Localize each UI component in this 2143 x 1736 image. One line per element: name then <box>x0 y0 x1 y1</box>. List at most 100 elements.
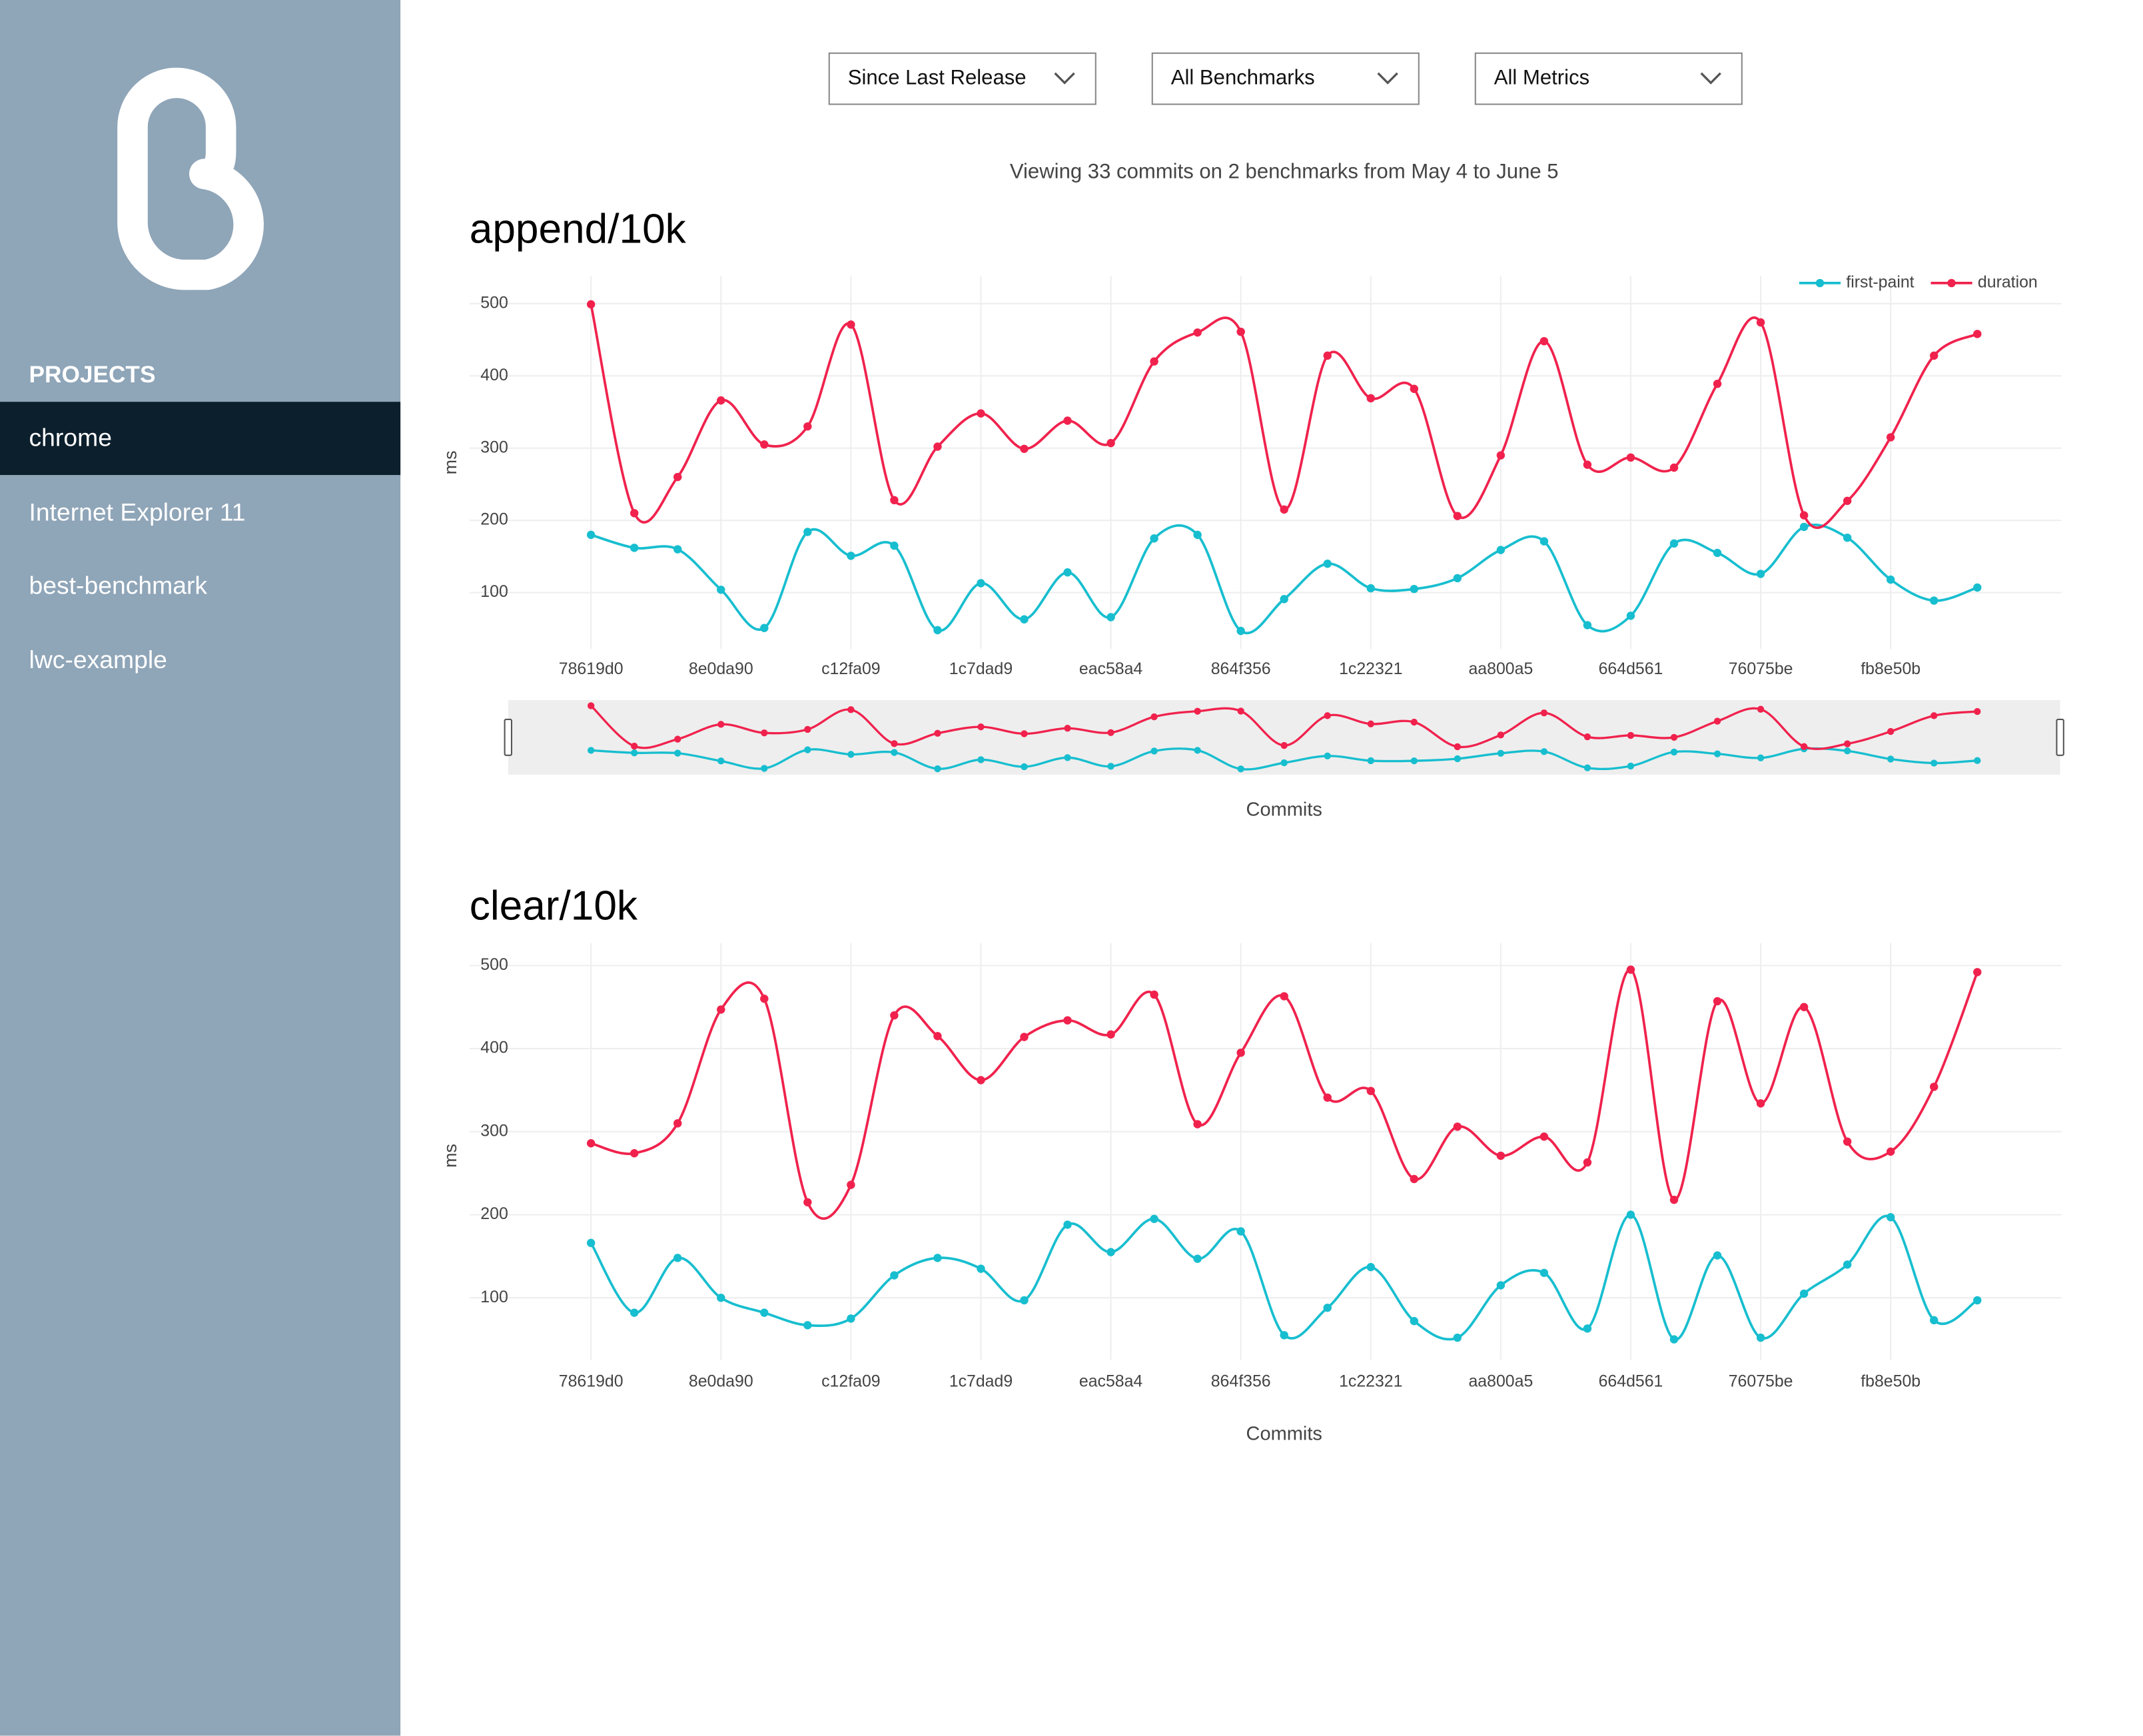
data-point <box>1757 705 1765 713</box>
data-point <box>1930 1083 1938 1091</box>
data-point <box>1756 1099 1765 1108</box>
data-point <box>1453 1122 1462 1131</box>
data-point <box>1280 992 1288 1001</box>
data-point <box>847 552 855 560</box>
data-point <box>977 409 985 418</box>
data-point <box>1539 336 1549 346</box>
x-tick-label: 1c7dad9 <box>949 659 1013 678</box>
data-point <box>1887 755 1895 763</box>
data-point <box>1843 496 1852 506</box>
data-point <box>1930 351 1938 360</box>
data-point <box>891 740 898 747</box>
data-point <box>1973 330 1982 338</box>
data-point <box>1324 712 1331 719</box>
data-point <box>933 1254 942 1262</box>
data-point <box>1886 1213 1895 1222</box>
data-point <box>1930 1316 1938 1325</box>
data-point <box>1107 763 1114 770</box>
data-point <box>1713 997 1722 1006</box>
data-point <box>1583 1158 1592 1167</box>
data-point <box>1410 384 1419 393</box>
x-tick-label: 76075be <box>1729 1372 1793 1390</box>
data-point <box>803 1198 812 1207</box>
data-point <box>977 1076 985 1085</box>
chevron <box>1700 72 1721 85</box>
data-point <box>1150 534 1158 543</box>
data-point <box>1757 754 1765 761</box>
data-point <box>1453 574 1462 583</box>
data-point <box>1366 1086 1376 1095</box>
x-axis-title: Commits <box>1246 799 1322 820</box>
dropdown[interactable]: All Metrics <box>1474 52 1743 105</box>
data-point <box>890 1011 899 1020</box>
data-point <box>1496 451 1505 460</box>
data-point <box>1496 1281 1505 1290</box>
y-axis-title: ms <box>440 1144 460 1168</box>
project-item[interactable]: Internet Explorer 11 <box>29 498 246 526</box>
data-point <box>1799 1003 1809 1011</box>
project-item[interactable]: chrome <box>0 402 401 476</box>
data-point <box>977 723 985 731</box>
data-point <box>1366 584 1376 593</box>
data-point <box>1193 1254 1202 1263</box>
data-point <box>933 1032 942 1041</box>
y-tick-label: 300 <box>480 1121 508 1140</box>
data-point <box>1323 1303 1332 1312</box>
slider-handle <box>2056 718 2064 756</box>
project-item[interactable]: lwc-example <box>29 646 167 674</box>
logo <box>117 67 264 290</box>
data-point <box>1843 740 1851 747</box>
data-point <box>1626 1210 1635 1219</box>
data-point <box>1799 511 1809 520</box>
x-tick-label: 664d561 <box>1599 659 1663 678</box>
data-point <box>1886 433 1895 442</box>
summary: Viewing 33 commits on 2 benchmarks from … <box>1009 160 1559 184</box>
dropdown[interactable]: Since Last Release <box>828 52 1096 105</box>
data-point <box>1713 548 1722 558</box>
data-point <box>1237 765 1244 773</box>
y-tick-label: 200 <box>480 1204 508 1223</box>
data-point <box>1800 743 1808 750</box>
data-point <box>1799 522 1809 532</box>
data-point <box>1973 968 1982 977</box>
data-point <box>1280 1331 1288 1340</box>
data-point <box>717 1293 725 1302</box>
data-point <box>1280 595 1288 604</box>
data-point <box>586 1139 596 1148</box>
y-tick-label: 400 <box>480 1039 508 1057</box>
data-point <box>631 742 638 750</box>
series-line <box>590 1213 1978 1341</box>
data-point <box>586 1238 596 1248</box>
data-point <box>586 530 596 540</box>
data-point <box>1627 762 1635 770</box>
data-point <box>1583 621 1592 630</box>
data-point <box>717 396 725 405</box>
x-tick-label: 78619d0 <box>559 1372 624 1390</box>
data-point <box>890 1271 899 1280</box>
data-point <box>1106 438 1115 448</box>
data-point <box>934 765 941 773</box>
data-point <box>1021 763 1028 771</box>
chevron <box>1377 72 1398 85</box>
x-tick-label: c12fa09 <box>821 1372 880 1390</box>
data-point <box>804 746 811 753</box>
data-point <box>1930 596 1938 605</box>
x-tick-label: aa800a5 <box>1468 1372 1533 1390</box>
data-point <box>1106 613 1115 622</box>
data-point <box>847 320 855 329</box>
data-point <box>1497 731 1505 739</box>
data-point <box>673 545 682 554</box>
dropdown-label: All Benchmarks <box>1170 66 1315 90</box>
project-item[interactable]: best-benchmark <box>29 572 208 600</box>
dropdown[interactable]: All Benchmarks <box>1151 52 1420 105</box>
data-point <box>933 626 942 635</box>
data-point <box>1669 539 1679 548</box>
data-point <box>1973 1296 1982 1305</box>
data-point <box>1410 1316 1419 1326</box>
x-tick-label: 8e0da90 <box>689 659 753 678</box>
data-point <box>1410 1174 1419 1184</box>
x-tick-label: 1c22321 <box>1339 659 1402 678</box>
y-tick-label: 500 <box>480 955 508 974</box>
data-point <box>1021 730 1028 737</box>
